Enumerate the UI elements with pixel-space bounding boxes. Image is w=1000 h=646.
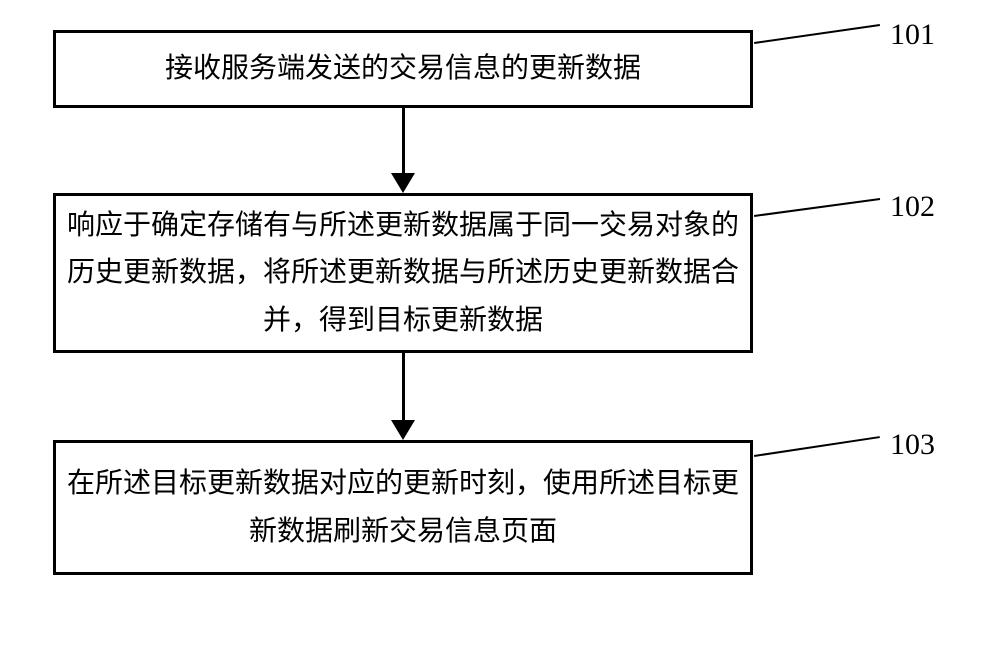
flow-step-text: 在所述目标更新数据对应的更新时刻，使用所述目标更新数据刷新交易信息页面 [56,460,750,555]
step-number-label: 102 [890,190,935,224]
leader-line [754,198,880,217]
arrow-head-icon [391,173,415,193]
leader-line [754,24,880,44]
flowchart-canvas: 接收服务端发送的交易信息的更新数据响应于确定存储有与所述更新数据属于同一交易对象… [0,0,1000,646]
flow-step-b1: 接收服务端发送的交易信息的更新数据 [53,30,753,108]
flow-step-text: 接收服务端发送的交易信息的更新数据 [155,45,651,93]
flow-step-text: 响应于确定存储有与所述更新数据属于同一交易对象的历史更新数据，将所述更新数据与所… [56,202,750,345]
arrow-head-icon [391,420,415,440]
step-number-label: 101 [890,18,935,52]
flow-step-b3: 在所述目标更新数据对应的更新时刻，使用所述目标更新数据刷新交易信息页面 [53,440,753,575]
arrow-line [402,353,405,420]
arrow-line [402,108,405,173]
flow-step-b2: 响应于确定存储有与所述更新数据属于同一交易对象的历史更新数据，将所述更新数据与所… [53,193,753,353]
step-number-label: 103 [890,428,935,462]
leader-line [754,436,880,457]
